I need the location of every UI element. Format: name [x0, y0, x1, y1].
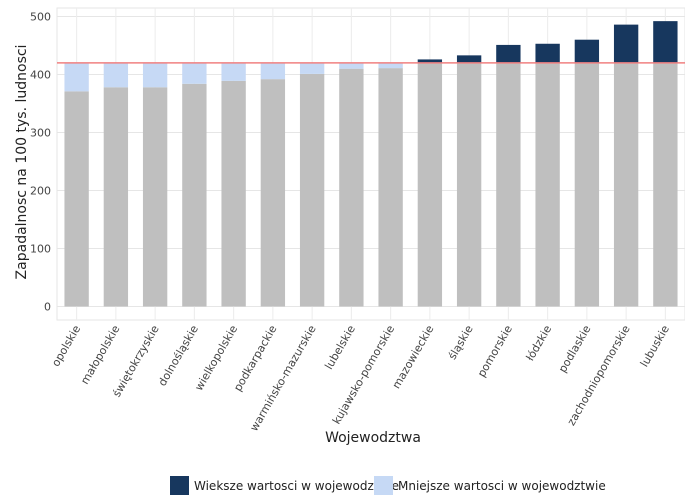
x-tick-label: śląskie: [446, 323, 476, 362]
y-tick-label: 400: [30, 69, 51, 82]
bar-above-segment: [574, 39, 600, 63]
bar-base: [260, 79, 286, 307]
bar-below-segment: [378, 62, 403, 69]
y-axis-ticks: 0 100 200 300 400 500: [30, 11, 51, 314]
bar-base: [182, 83, 207, 307]
x-tick-label: małopolskie: [78, 323, 122, 387]
y-tick-label: 100: [30, 243, 51, 256]
bar-base: [339, 68, 364, 307]
x-tick-label: podlaskie: [556, 323, 594, 375]
y-tick-label: 200: [30, 185, 51, 198]
x-tick-label: lubelskie: [322, 323, 358, 372]
bar-base: [613, 62, 639, 307]
bar-above-segment: [535, 43, 560, 63]
bar-above-segment: [613, 24, 639, 63]
bar-base: [299, 73, 325, 307]
bar-below-segment: [182, 62, 207, 84]
bar-base: [456, 62, 482, 307]
bar-base: [142, 87, 168, 307]
x-axis-ticks: opolskiemałopolskieświętokrzyskiedolnośl…: [49, 323, 672, 434]
x-tick-label: mazowieckie: [390, 323, 437, 391]
bar-base: [653, 62, 678, 307]
legend-swatch: [374, 476, 393, 495]
legend: Wieksze wartosci w wojewodztwie Mniejsze …: [170, 476, 606, 495]
x-tick-label: lubuskie: [638, 323, 672, 369]
x-tick-label: opolskie: [49, 323, 83, 369]
bar-base: [103, 87, 129, 307]
bar-base: [574, 62, 600, 307]
bar-base: [535, 62, 560, 307]
bar-base: [496, 62, 521, 307]
bar-above-segment: [653, 21, 678, 63]
legend-label: Mniejsze wartosci w wojewodztwie: [398, 479, 606, 493]
y-tick-label: 300: [30, 127, 51, 140]
bar-base: [378, 68, 403, 307]
bar-base: [221, 80, 246, 307]
y-tick-label: 500: [30, 11, 51, 24]
x-tick-label: pomorskie: [475, 323, 515, 380]
bar-above-segment: [496, 44, 521, 63]
bar-base: [64, 91, 89, 307]
bar-below-segment: [221, 62, 246, 81]
x-axis-title: Wojewodztwa: [325, 430, 421, 446]
x-tick-label: łódzkie: [524, 323, 555, 363]
bar-below-segment: [103, 62, 129, 88]
bar-above-segment: [417, 59, 443, 63]
bars: [64, 21, 678, 307]
y-axis-title: Zapadalnosc na 100 tys. ludnosci: [14, 45, 30, 280]
bar-below-segment: [64, 62, 89, 92]
bar-below-segment: [339, 62, 364, 69]
legend-swatch: [170, 476, 189, 495]
bar-below-segment: [260, 62, 286, 80]
y-tick-label: 0: [44, 301, 51, 314]
bar-base: [417, 62, 443, 307]
bar-below-segment: [299, 62, 325, 74]
bar-below-segment: [142, 62, 168, 88]
x-tick-label: dolnośląskie: [156, 323, 201, 389]
bar-above-segment: [456, 55, 482, 63]
legend-label: Wieksze wartosci w wojewodztwie: [194, 479, 399, 493]
